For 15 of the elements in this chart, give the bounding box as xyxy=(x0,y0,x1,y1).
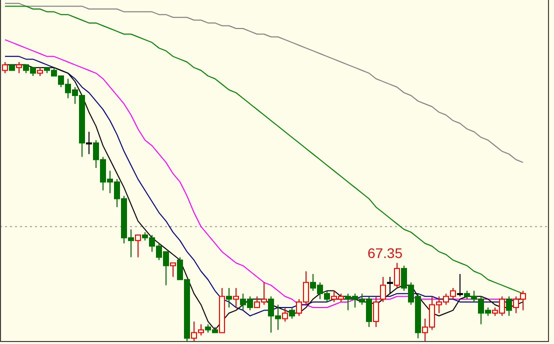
candlestick xyxy=(394,262,400,288)
candlestick xyxy=(289,307,295,320)
candlestick xyxy=(373,296,379,328)
candlestick xyxy=(282,307,288,322)
candlestick xyxy=(233,287,239,308)
candlestick xyxy=(86,131,92,155)
candlestick xyxy=(170,262,176,278)
annotation: 67.35 xyxy=(367,245,403,261)
candlestick xyxy=(16,62,22,74)
candlestick xyxy=(457,274,463,297)
candlestick xyxy=(387,276,393,294)
candlestick xyxy=(506,296,512,316)
candlestick xyxy=(380,276,386,302)
candlestick xyxy=(226,287,232,308)
candlestick xyxy=(135,234,141,258)
